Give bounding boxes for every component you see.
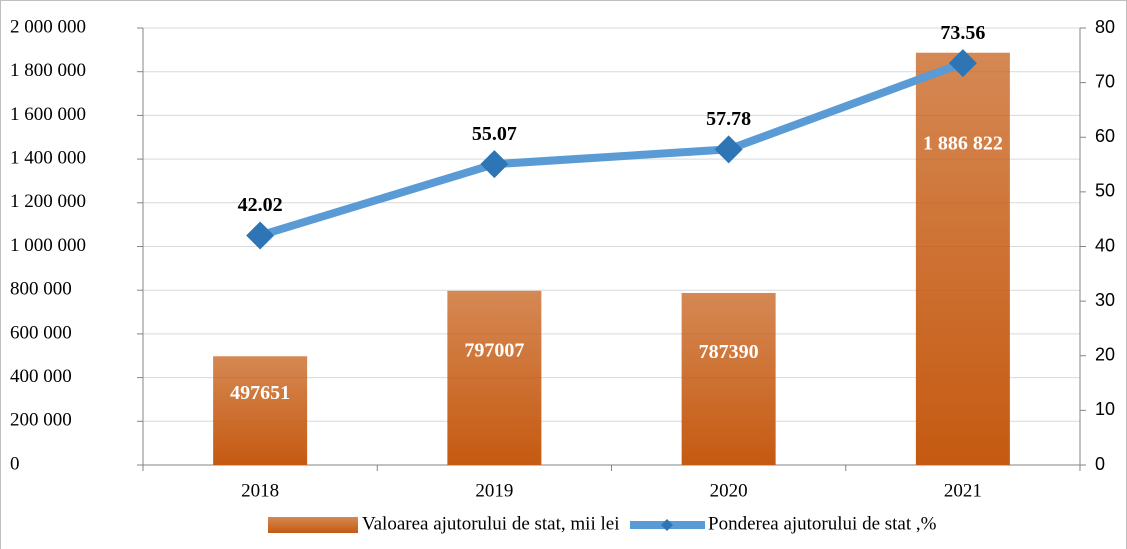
y-tick-label: 2 000 000 xyxy=(10,16,86,37)
marker xyxy=(714,135,743,164)
y2-tick-label: 10 xyxy=(1095,399,1115,419)
y2-tick-label: 50 xyxy=(1095,181,1115,201)
marker xyxy=(246,221,275,250)
y2-tick-label: 20 xyxy=(1095,345,1115,365)
y-tick-label: 200 000 xyxy=(10,410,72,431)
legend-swatch xyxy=(268,517,358,533)
y-tick-label: 600 000 xyxy=(10,322,72,343)
x-tick-label: 2018 xyxy=(241,480,279,501)
bar-value-label: 1 886 822 xyxy=(923,132,1003,154)
y-tick-label: 1 200 000 xyxy=(10,191,86,212)
legend-marker xyxy=(661,519,673,531)
x-tick-label: 2021 xyxy=(944,480,982,501)
line-value-label: 55.07 xyxy=(472,123,517,145)
y2-tick-label: 30 xyxy=(1095,290,1115,310)
y2-tick-label: 0 xyxy=(1095,454,1105,474)
line-value-label: 42.02 xyxy=(238,194,283,216)
y-tick-label: 400 000 xyxy=(10,366,72,387)
line-value-label: 73.56 xyxy=(940,22,985,44)
y2-tick-label: 40 xyxy=(1095,235,1115,255)
y-tick-label: 1 000 000 xyxy=(10,235,86,256)
x-tick-label: 2019 xyxy=(475,480,513,501)
y-tick-label: 1 800 000 xyxy=(10,60,86,81)
y-tick-label: 800 000 xyxy=(10,279,72,300)
y-tick-label: 0 xyxy=(10,453,20,474)
y2-tick-label: 70 xyxy=(1095,71,1115,91)
bar xyxy=(447,290,542,465)
y2-tick-label: 60 xyxy=(1095,126,1115,146)
marker xyxy=(948,49,977,78)
y-tick-label: 1 400 000 xyxy=(10,147,86,168)
line-value-label: 57.78 xyxy=(706,108,751,130)
marker xyxy=(480,150,509,179)
y-tick-label: 1 600 000 xyxy=(10,104,86,125)
x-tick-label: 2020 xyxy=(710,480,748,501)
bar xyxy=(915,52,1010,465)
bar xyxy=(213,356,308,465)
bar-value-label: 497651 xyxy=(230,382,290,404)
bar xyxy=(681,292,776,465)
y2-tick-label: 80 xyxy=(1095,17,1115,37)
line xyxy=(258,59,965,240)
legend-label: Valoarea ajutorului de stat, mii lei xyxy=(362,513,619,534)
bar-value-label: 787390 xyxy=(699,341,759,363)
bar-value-label: 797007 xyxy=(464,339,524,361)
legend-label: Ponderea ajutorului de stat ,% xyxy=(708,513,937,534)
